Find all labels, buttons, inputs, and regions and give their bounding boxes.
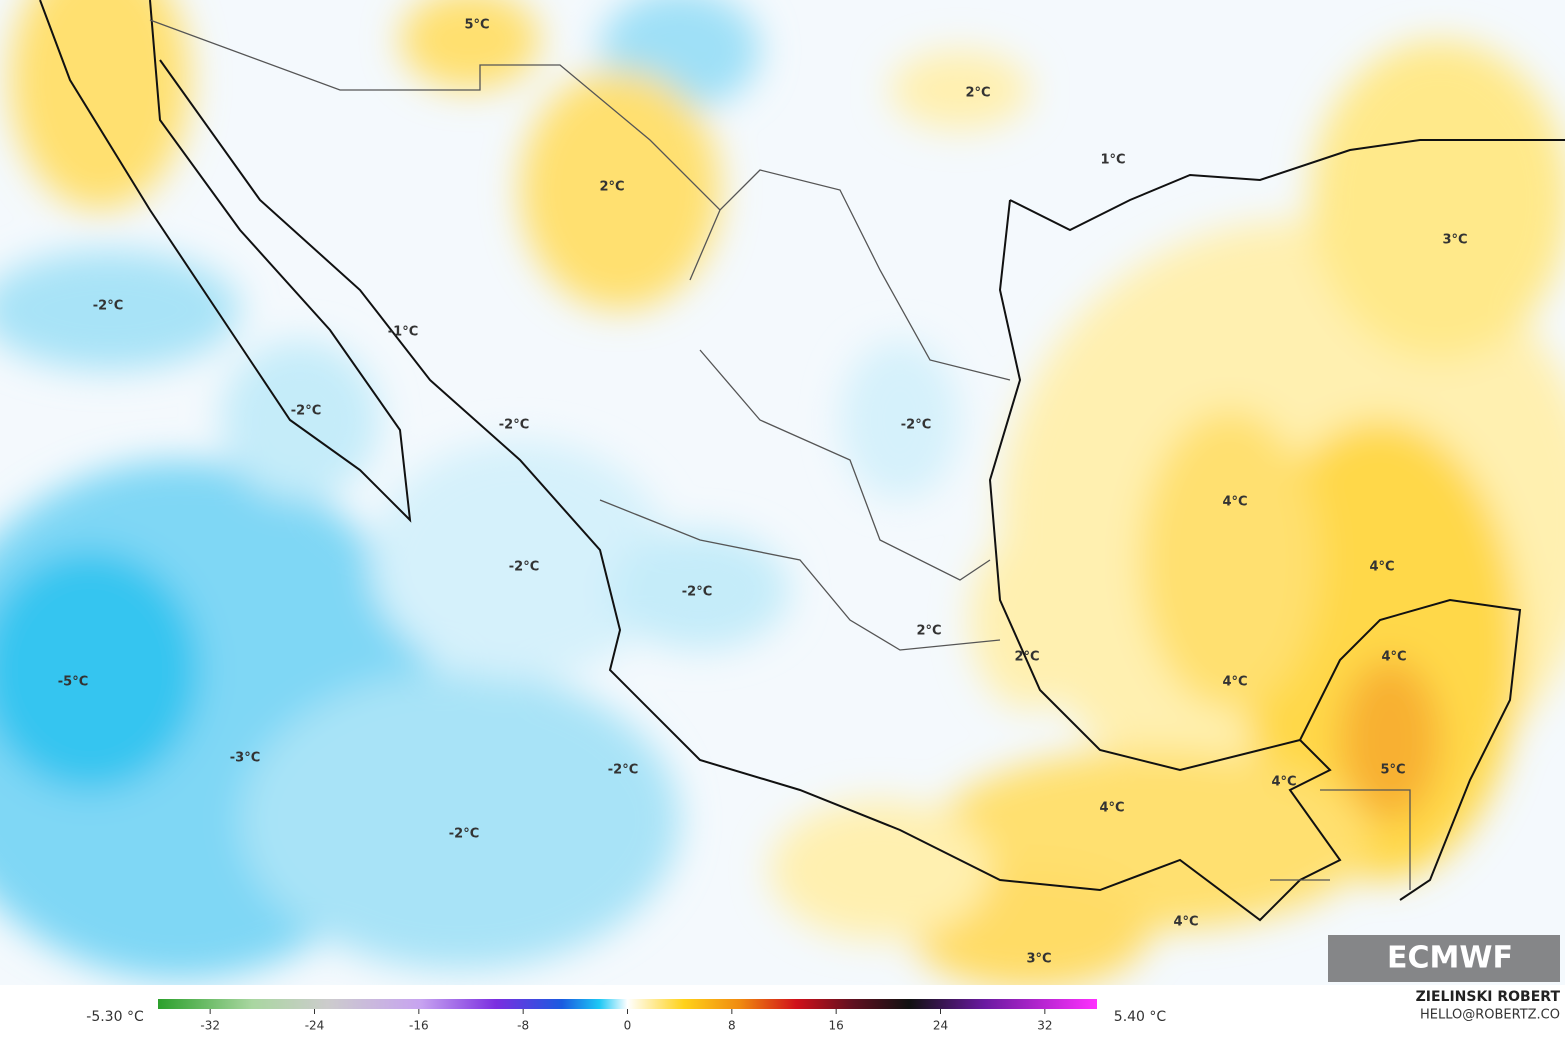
field: ECMWF — [0, 0, 1565, 985]
colorbar-tick-label: 32 — [1037, 1019, 1052, 1033]
contour-label: -2°C — [608, 763, 638, 778]
colorbar-tick-label: -16 — [409, 1019, 429, 1033]
logo: ECMWF — [1387, 941, 1513, 976]
author: ZIELINSKI ROBERT — [1416, 989, 1561, 1005]
contact: HELLO@ROBERTZ.CO — [1420, 1008, 1560, 1023]
colorbar-tick-label: 0 — [624, 1019, 632, 1033]
contour-label: -2°C — [509, 560, 539, 575]
contour-label: -3°C — [230, 751, 260, 766]
colorbar-tick-label: -24 — [305, 1019, 325, 1033]
contour-label: 4°C — [1369, 560, 1394, 575]
contour-label: 4°C — [1381, 650, 1406, 665]
contour-label: -2°C — [901, 418, 931, 433]
colorbar-tick-label: 8 — [728, 1019, 736, 1033]
contour-label: -2°C — [449, 827, 479, 842]
colorbar-min: -5.30 °C — [86, 1009, 144, 1025]
colorbar-tick-label: 16 — [829, 1019, 844, 1033]
contour-label: 3°C — [1442, 233, 1467, 248]
colorbar — [158, 999, 1097, 1009]
colorbar-max: 5.40 °C — [1114, 1009, 1167, 1025]
borders — [149, 19, 1411, 890]
contour-label: 4°C — [1173, 915, 1198, 930]
contour-label: 2°C — [599, 180, 624, 195]
contour-label: 4°C — [1222, 675, 1247, 690]
contour-label: -2°C — [291, 404, 321, 419]
contour-label: 5°C — [1380, 763, 1405, 778]
contour-label: -2°C — [682, 585, 712, 600]
colorbar-tick-label: 24 — [933, 1019, 948, 1033]
colorbar-tick-label: -32 — [200, 1019, 220, 1033]
contour-label: 1°C — [1100, 153, 1125, 168]
contour-label: 3°C — [1026, 952, 1051, 967]
contour-label: 2°C — [965, 86, 990, 101]
contour-label: -2°C — [499, 418, 529, 433]
contour-label: 2°C — [916, 624, 941, 639]
contour-label: -5°C — [58, 675, 88, 690]
contour-label: 5°C — [464, 18, 489, 33]
logo-box — [1328, 935, 1560, 982]
contour-label: 2°C — [1014, 650, 1039, 665]
contour-label: -2°C — [93, 299, 123, 314]
colorbar-tick-label: -8 — [517, 1019, 529, 1033]
contour-label: 4°C — [1271, 775, 1296, 790]
coastline — [39, 0, 1565, 922]
contour-label: 4°C — [1099, 801, 1124, 816]
contour-label: -1°C — [388, 325, 418, 340]
contour-label: 4°C — [1222, 495, 1247, 510]
